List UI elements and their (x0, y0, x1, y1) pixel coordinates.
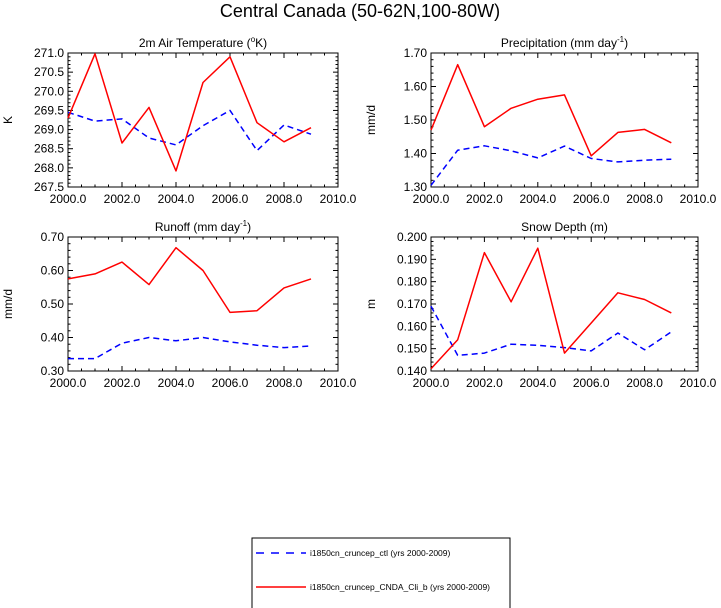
air-temperature-ytick-label: 270.0 (34, 84, 64, 98)
precipitation-xtick-label: 2000.0 (413, 192, 450, 206)
runoff-xtick-label: 2010.0 (320, 376, 357, 390)
snow-depth-xtick-label: 2002.0 (466, 376, 503, 390)
runoff-xtick-label: 2008.0 (266, 376, 303, 390)
air-temperature-xtick-label: 2004.0 (158, 192, 195, 206)
snow-depth-ytick-label: 0.140 (397, 364, 427, 378)
snow-depth-xtick-label: 2000.0 (413, 376, 450, 390)
runoff-ytick-label: 0.40 (41, 331, 65, 345)
runoff-ytick-label: 0.30 (41, 364, 65, 378)
air-temperature-xtick-label: 2002.0 (104, 192, 141, 206)
air-temperature-title-sup: o (251, 35, 256, 44)
runoff-series-cnda (67, 246, 312, 314)
runoff-xtick-label: 2006.0 (212, 376, 249, 390)
runoff-series-ctl (68, 336, 312, 360)
precipitation-series-ctl (430, 145, 672, 186)
snow-depth-ytick-label: 0.180 (397, 275, 427, 289)
precipitation-xtick-label: 2002.0 (466, 192, 503, 206)
snow-depth-title-main: Snow Depth (m) (521, 220, 608, 234)
runoff-panel: Runoff (mm day-1) mm/d 2000.0 2002.0 2004.0 2… (1, 219, 357, 390)
runoff-title: Runoff (mm day-1) (155, 219, 251, 234)
precipitation-xtick-label: 2004.0 (519, 192, 556, 206)
snow-depth-ytick-label: 0.170 (397, 297, 427, 311)
runoff-ytick-label: 0.60 (41, 264, 65, 278)
legend: i1850cn_cruncep_ctl (yrs 2000-2009) i185… (251, 537, 511, 608)
precipitation-series-cnda (430, 63, 672, 157)
precipitation-xtick-label: 2008.0 (626, 192, 663, 206)
air-temperature-ylabel: K (1, 116, 15, 124)
snow-depth-ytick-label: 0.150 (397, 342, 427, 356)
snow-depth-ylabel: m (364, 299, 378, 309)
air-temperature-ytick-label: 267.5 (34, 180, 64, 194)
precipitation-xtick-label: 2010.0 (680, 192, 717, 206)
runoff-ylabel: mm/d (1, 289, 15, 319)
legend-label-ctl: i1850cn_cruncep_ctl (yrs 2000-2009) (310, 548, 451, 558)
legend-frame (251, 537, 511, 608)
precipitation-ytick-label: 1.50 (404, 113, 428, 127)
runoff-ytick-label: 0.50 (41, 297, 65, 311)
runoff-title-sup: -1 (240, 219, 248, 228)
snow-depth-xtick-label: 2008.0 (626, 376, 663, 390)
precipitation-ytick-label: 1.60 (404, 80, 428, 94)
precipitation-ylabel: mm/d (364, 105, 378, 135)
air-temperature-series-cnda (67, 53, 312, 172)
air-temperature-ytick-label: 269.0 (34, 123, 64, 137)
runoff-xtick-label: 2000.0 (50, 376, 87, 390)
snow-depth-ytick-label: 0.200 (397, 230, 427, 244)
snow-depth-panel: Snow Depth (m) m 2000.0 2002.0 2004.0 2006.0 2… (364, 220, 717, 390)
figure-title: Central Canada (50-62N,100-80W) (220, 1, 500, 21)
air-temperature-xtick-label: 2000.0 (50, 192, 87, 206)
snow-depth-title: Snow Depth (m) (521, 220, 608, 234)
snow-depth-xtick-label: 2010.0 (680, 376, 717, 390)
precipitation-xtick-label: 2006.0 (573, 192, 610, 206)
precipitation-title-tail: ) (624, 36, 628, 50)
snow-depth-ytick-label: 0.190 (397, 252, 427, 266)
precipitation-title-main: Precipitation (mm day (501, 36, 617, 50)
air-temperature-title-tail: K) (255, 36, 267, 50)
panels: 2m Air Temperature (oK) K 2000.0 2002.0 2004… (1, 35, 717, 390)
air-temperature-title: 2m Air Temperature (oK) (139, 35, 267, 50)
legend-label-cnda: i1850cn_cruncep_CNDA_Cli_b (yrs 2000-200… (310, 582, 490, 592)
precipitation-ytick-label: 1.70 (404, 46, 428, 60)
precipitation-title: Precipitation (mm day-1) (501, 35, 628, 50)
runoff-title-main: Runoff (mm day (155, 220, 240, 234)
runoff-xtick-label: 2002.0 (104, 376, 141, 390)
air-temperature-title-main: 2m Air Temperature ( (139, 36, 251, 50)
precipitation-title-sup: -1 (617, 35, 625, 44)
air-temperature-xtick-label: 2010.0 (320, 192, 357, 206)
precipitation-ytick-label: 1.40 (404, 147, 428, 161)
air-temperature-ytick-label: 270.5 (34, 65, 64, 79)
air-temperature-xtick-label: 2008.0 (266, 192, 303, 206)
precipitation-ytick-label: 1.30 (404, 180, 428, 194)
air-temperature-panel: 2m Air Temperature (oK) K 2000.0 2002.0 2004… (1, 35, 357, 206)
air-temperature-ytick-label: 268.0 (34, 161, 64, 175)
air-temperature-ytick-label: 269.5 (34, 103, 64, 117)
snow-depth-xtick-label: 2004.0 (519, 376, 556, 390)
runoff-ytick-label: 0.70 (41, 230, 65, 244)
runoff-title-tail: ) (247, 220, 251, 234)
precipitation-plot-frame (430, 52, 699, 188)
snow-depth-series-ctl (430, 305, 672, 357)
air-temperature-series-ctl (67, 109, 312, 152)
air-temperature-ytick-label: 271.0 (34, 46, 64, 60)
precipitation-panel: Precipitation (mm day-1) mm/d 2000.0 2002.0… (364, 35, 717, 206)
snow-depth-series-cnda (430, 247, 672, 370)
air-temperature-xtick-label: 2006.0 (212, 192, 249, 206)
snow-depth-ytick-label: 0.160 (397, 319, 427, 333)
runoff-xtick-label: 2004.0 (158, 376, 195, 390)
snow-depth-xtick-label: 2006.0 (573, 376, 610, 390)
air-temperature-ytick-label: 268.5 (34, 142, 64, 156)
